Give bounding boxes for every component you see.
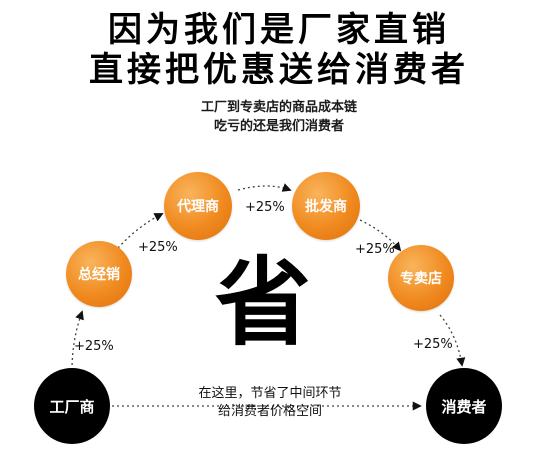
arrow-distributor-to-agent — [117, 213, 164, 249]
center-character: 省 — [215, 247, 311, 359]
arrow-wholesaler-to-store — [359, 219, 402, 252]
node-consumer: 消费者 — [426, 368, 502, 444]
headline-line-2: 直接把优惠送给消费者 — [89, 50, 469, 90]
subtitle-line-1: 工厂到专卖店的商品成本链 — [200, 100, 357, 115]
markup-distributor-to-agent: +25% — [138, 240, 178, 255]
markup-agent-to-wholesaler: +25% — [245, 200, 285, 215]
markup-store-to-consumer: +25% — [413, 337, 453, 352]
note-line-1: 在这里，节省了中间环节 — [198, 386, 342, 401]
headline-line-1: 因为我们是厂家直销 — [108, 10, 450, 50]
markup-factory-to-distributor: +25% — [74, 339, 114, 354]
node-factory: 工厂商 — [34, 368, 110, 444]
arrow-store-to-consumer — [439, 314, 466, 367]
subtitle-line-2: 吃亏的还是我们消费者 — [213, 119, 344, 134]
markup-wholesaler-to-store: +25% — [355, 242, 395, 257]
arrow-agent-to-wholesaler — [237, 183, 292, 192]
node-agent: 代理商 — [164, 172, 232, 240]
node-store: 专卖店 — [388, 245, 454, 311]
node-wholesaler: 批发商 — [292, 172, 360, 240]
note-line-2: 给消费者价格空间 — [217, 404, 322, 419]
node-distributor: 总经销 — [66, 241, 132, 307]
